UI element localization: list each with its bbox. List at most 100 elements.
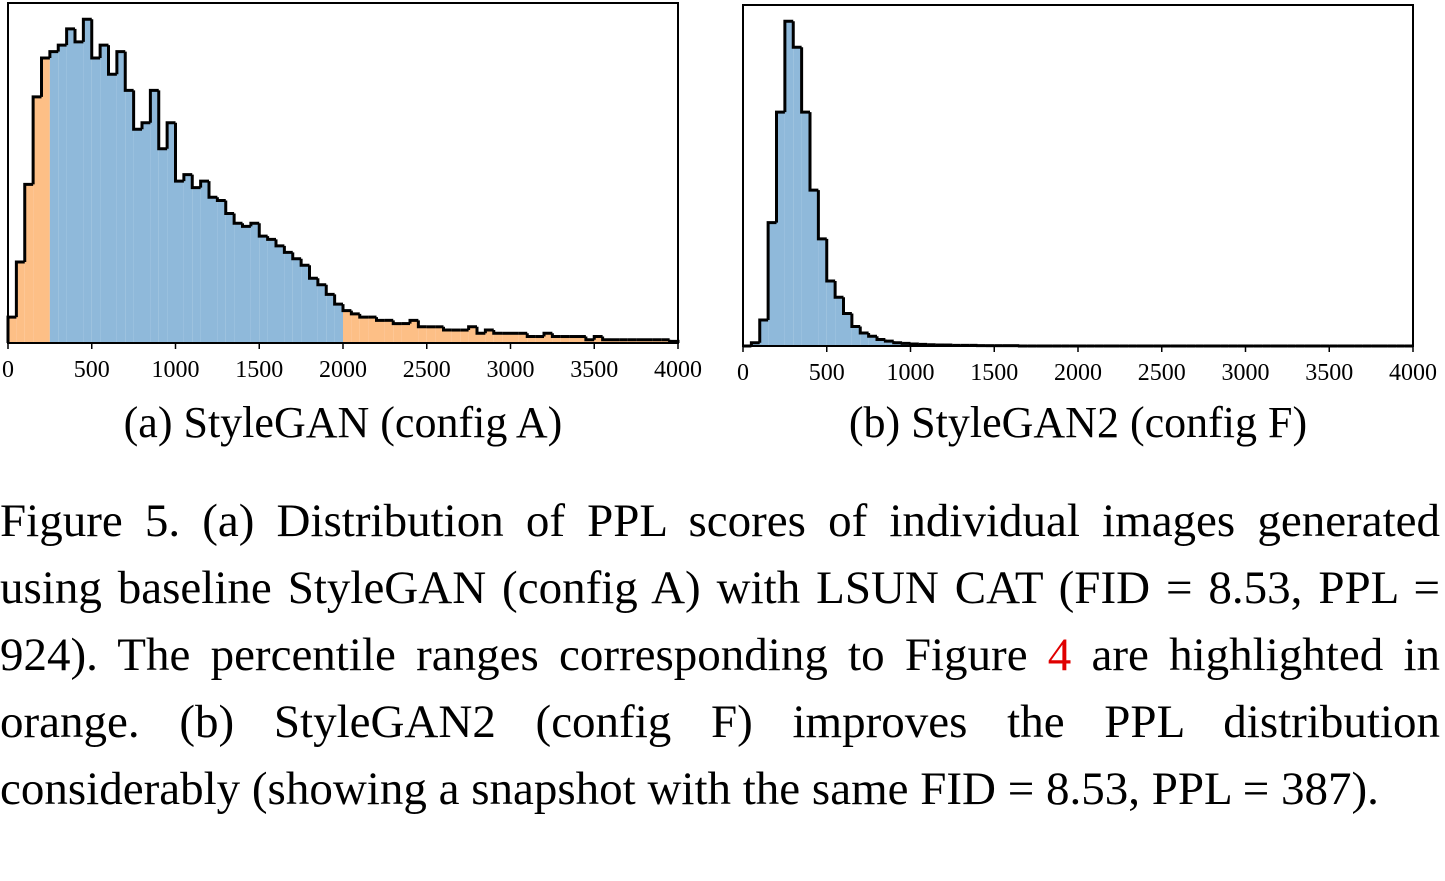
bar: [83, 19, 92, 343]
bar: [776, 112, 785, 347]
bar-outline: [291, 252, 302, 261]
bar: [41, 58, 50, 344]
bar-outline: [525, 333, 536, 339]
bar-outline: [550, 333, 561, 339]
x-tick-label: 2000: [319, 357, 367, 383]
bar-outline: [842, 297, 852, 316]
bar: [66, 28, 75, 344]
bar-outline: [90, 19, 101, 60]
bar: [611, 339, 620, 343]
bar-outline: [349, 310, 360, 316]
bar: [784, 21, 794, 346]
bar: [410, 320, 419, 343]
bar: [225, 213, 235, 343]
bar: [826, 281, 836, 346]
bar: [133, 129, 142, 343]
bar: [893, 342, 903, 346]
subfigure-caption: (b) StyleGAN2 (config F): [849, 398, 1307, 447]
bar-outline: [56, 43, 67, 52]
bar: [468, 326, 477, 343]
plot-frame: [742, 4, 1414, 347]
bar: [851, 326, 861, 346]
bar: [793, 47, 802, 346]
bar-outline: [14, 260, 25, 318]
bar: [368, 317, 377, 343]
bar: [627, 339, 637, 343]
bar: [75, 41, 84, 343]
bar-outline: [182, 173, 193, 182]
bar-outline: [165, 121, 176, 149]
bar: [577, 336, 586, 343]
bar: [250, 223, 260, 343]
bar-outline: [584, 336, 595, 342]
bar: [292, 258, 302, 343]
bar-outline: [241, 223, 251, 228]
bar-outline: [341, 304, 352, 313]
bar-outline: [492, 330, 503, 335]
bar-outline: [900, 341, 911, 345]
bar-outline: [148, 88, 159, 123]
bar: [91, 58, 101, 344]
bar: [301, 265, 310, 343]
bar: [426, 326, 436, 343]
figure-ref[interactable]: 4: [1047, 629, 1072, 681]
bar: [175, 181, 184, 343]
bar: [284, 252, 293, 343]
x-tick-label: 4000: [1389, 360, 1437, 386]
bar-outline: [157, 90, 168, 151]
bar-outline: [766, 221, 777, 321]
x-tick-label: 1000: [152, 357, 200, 383]
bar: [142, 122, 151, 343]
bar-outline: [475, 326, 486, 335]
bar-outline: [107, 45, 117, 76]
bar: [108, 74, 117, 343]
bar: [183, 174, 193, 343]
bar-outline: [190, 174, 201, 190]
bar: [16, 262, 25, 343]
bar: [485, 330, 494, 343]
bar: [8, 317, 17, 343]
bar-outline: [858, 326, 869, 335]
x-tick-label: 3500: [1305, 360, 1353, 386]
bar: [493, 333, 503, 343]
bar: [200, 181, 209, 343]
bar: [326, 294, 335, 343]
bar: [401, 323, 410, 343]
bar: [535, 336, 544, 343]
bar: [167, 122, 176, 343]
subfigure-caption: (a) StyleGAN (config A): [124, 398, 563, 447]
figure: 0 500 1000 1500 2000 2500 3000 3500 4000 (a) Styl…: [2, 2, 1437, 447]
bar: [276, 245, 285, 343]
bar: [234, 223, 243, 343]
bar-outline: [23, 182, 34, 263]
bar-outline: [833, 281, 844, 299]
bar: [661, 339, 670, 343]
bar: [242, 226, 251, 343]
x-tick-label: 2000: [1054, 360, 1102, 386]
bar-outline: [73, 28, 84, 44]
bar-outline: [65, 27, 75, 46]
bar: [393, 323, 402, 343]
bar-outline: [892, 341, 903, 345]
bar: [351, 313, 360, 343]
bar: [510, 333, 519, 343]
x-tick-label: 2500: [1138, 360, 1186, 386]
bar: [359, 317, 369, 343]
bar-outline: [257, 223, 268, 238]
x-tick-label: 3000: [487, 357, 535, 383]
caption: Figure 5. (a) Distribution of PPL scores…: [0, 488, 1440, 823]
bar-outline: [232, 213, 243, 225]
bar: [158, 148, 168, 343]
bar-outline: [808, 112, 819, 192]
bar-outline: [324, 284, 335, 296]
bar: [544, 333, 553, 343]
bar-outline: [316, 278, 327, 287]
bar: [810, 190, 819, 346]
bar-outline: [308, 265, 318, 280]
bar-outline: [850, 313, 861, 329]
bar: [192, 187, 201, 343]
x-tick-label: 1500: [235, 357, 283, 383]
bar: [843, 313, 852, 346]
bar-outline: [592, 335, 603, 340]
bar: [376, 320, 385, 343]
